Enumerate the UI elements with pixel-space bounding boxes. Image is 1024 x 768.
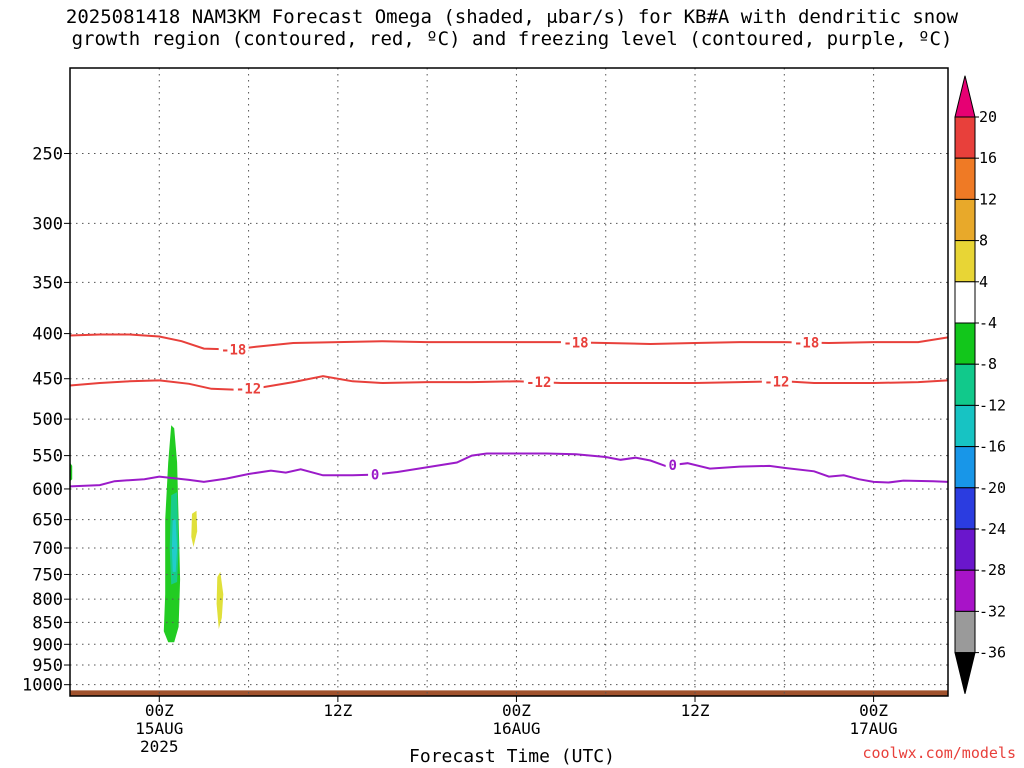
colorbar-bin (954, 281, 976, 324)
colorbar-label: -20 (979, 479, 1006, 497)
colorbar-label: 20 (979, 108, 997, 126)
colorbar-bin (954, 240, 976, 283)
contour-label-bg (218, 341, 249, 357)
colorbar-bin (954, 322, 976, 365)
x-tick-label: 00Z (859, 701, 888, 720)
x-tick-label: 00Z (145, 701, 174, 720)
chart-title: 2025081418 NAM3KM Forecast Omega (shaded… (0, 6, 1024, 50)
colorbar-bin (954, 404, 976, 448)
y-tick-label: 750 (32, 565, 63, 585)
colorbar-label: -24 (979, 520, 1006, 538)
colorbar-bin (954, 569, 976, 612)
y-tick-label: 600 (32, 480, 63, 500)
colorbar-bin (954, 363, 976, 406)
watermark: coolwx.com/models (862, 744, 1016, 762)
colorbar-label: -36 (979, 644, 1006, 662)
colorbar-bin (954, 198, 976, 242)
contour-label-bg (560, 334, 591, 350)
x-tick-label: 12Z (323, 701, 352, 720)
y-tick-label: 700 (32, 539, 63, 559)
omega-region (191, 510, 198, 547)
y-tick-label: 250 (32, 144, 63, 164)
plot-frame (69, 67, 949, 697)
y-tick-label: 850 (32, 613, 63, 633)
axes-layer: 2503003504004505005506006507007508008509… (22, 67, 949, 756)
terrain-layer (70, 690, 948, 696)
y-tick-label: 300 (32, 214, 63, 234)
contour-label: 0 (668, 458, 676, 474)
contour-label-bg (368, 466, 383, 482)
y-tick-label: 350 (32, 273, 63, 293)
contour-label: -18 (563, 335, 588, 351)
contour-line (69, 375, 949, 391)
x-tick-label: 2025 (140, 737, 179, 756)
colorbar-label: 4 (979, 273, 988, 291)
contour-label-bg (233, 380, 264, 396)
x-tick-label: 15AUG (135, 719, 183, 738)
grid-layer (70, 68, 948, 696)
contour-label: -12 (764, 374, 789, 390)
colorbar-label: -28 (979, 561, 1006, 579)
contour-label: -12 (236, 381, 261, 397)
terrain-band (70, 690, 948, 696)
y-tick-label: 650 (32, 511, 63, 531)
chart-title-line2: growth region (contoured, red, ºC) and f… (71, 28, 953, 50)
colorbar-bin (954, 610, 976, 654)
contour-label: 0 (371, 468, 379, 484)
contour-label: -12 (526, 375, 551, 391)
y-tick-label: 800 (32, 590, 63, 610)
colorbar-arrow-top (954, 75, 976, 118)
y-tick-label: 1000 (22, 676, 63, 696)
colorbar-arrow-bottom (954, 652, 976, 694)
colorbar-label: -12 (979, 396, 1006, 414)
omega-shading-layer (70, 425, 224, 643)
colorbar-bin (954, 487, 976, 530)
contour-layer: -18 -18 -18 -12 -12 -12 0 0 (69, 333, 949, 488)
colorbar-bin (954, 116, 976, 159)
x-tick-label: 16AUG (492, 719, 540, 738)
x-tick-label: 00Z (502, 701, 531, 720)
colorbar-label: 12 (979, 190, 997, 208)
colorbar: 20 16 12 8 4 -4 -8 -12 -16 -20 -24 -28 -32 -36 (954, 75, 1006, 694)
contour-line (69, 452, 949, 488)
colorbar-label: 8 (979, 232, 988, 250)
colorbar-label: 16 (979, 149, 997, 167)
contour-label: -18 (794, 336, 819, 352)
x-axis-label: Forecast Time (UTC) (409, 746, 615, 767)
x-tick-label: 12Z (681, 701, 710, 720)
y-tick-label: 500 (32, 410, 63, 430)
colorbar-label: -32 (979, 602, 1006, 620)
y-tick-label: 950 (32, 656, 63, 676)
x-tick-label: 17AUG (850, 719, 898, 738)
colorbar-bin (954, 157, 976, 200)
contour-label-bg (665, 457, 680, 473)
y-tick-label: 400 (32, 325, 63, 345)
colorbar-label: -16 (979, 438, 1006, 456)
chart-title-line1: 2025081418 NAM3KM Forecast Omega (shaded… (65, 6, 959, 28)
colorbar-label: -4 (979, 314, 997, 332)
contour-label: -18 (221, 343, 246, 359)
omega-region (171, 519, 178, 572)
contour-label-bg (791, 334, 822, 350)
contour-label-bg (523, 374, 554, 390)
omega-region (216, 571, 224, 630)
contour-label-bg (761, 373, 792, 389)
y-tick-label: 550 (32, 447, 63, 467)
y-tick-label: 900 (32, 635, 63, 655)
colorbar-label: -8 (979, 355, 997, 373)
colorbar-bin (954, 446, 976, 489)
y-tick-label: 450 (32, 370, 63, 390)
colorbar-bin (954, 528, 976, 571)
